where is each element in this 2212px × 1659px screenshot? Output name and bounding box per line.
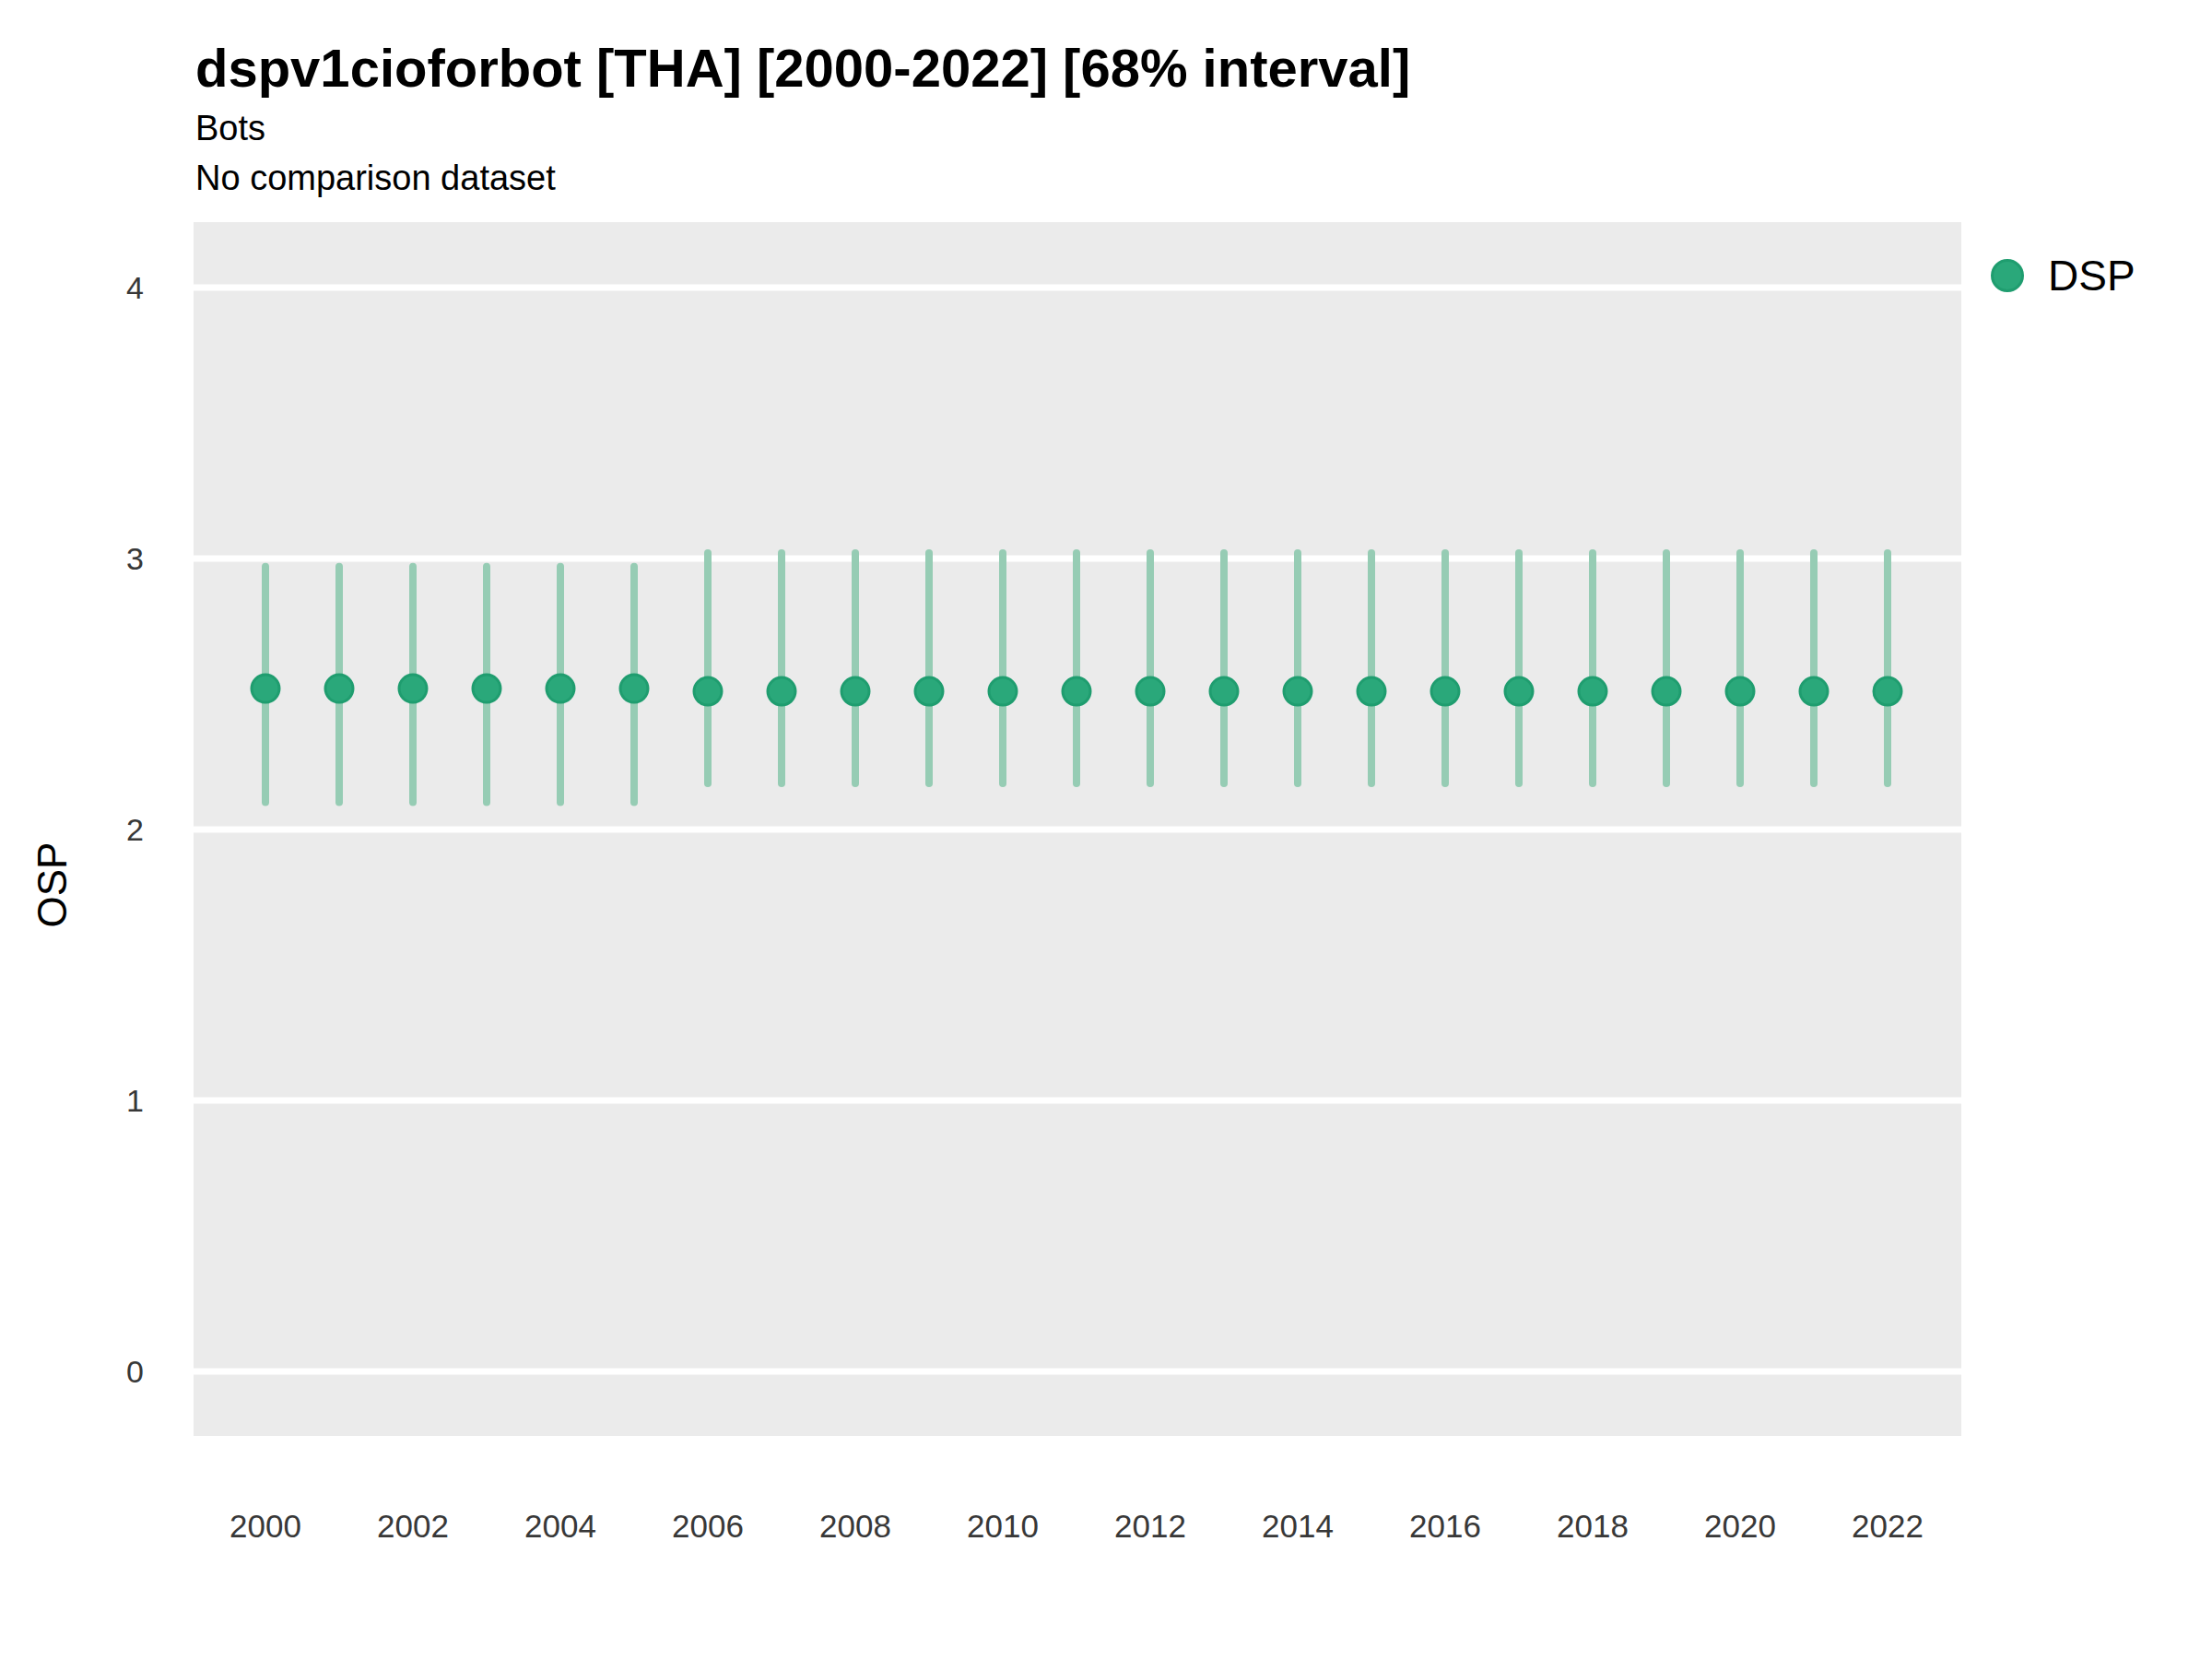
point-2004 <box>547 675 574 702</box>
x-tick-label-2016: 2016 <box>1409 1508 1481 1544</box>
point-2015 <box>1358 677 1385 705</box>
point-2012 <box>1136 677 1164 705</box>
x-tick-label-2004: 2004 <box>524 1508 596 1544</box>
legend-circle-icon <box>1991 259 2024 292</box>
point-2003 <box>473 675 500 702</box>
point-2022 <box>1874 677 1901 705</box>
x-tick-label-2012: 2012 <box>1114 1508 1186 1544</box>
point-2014 <box>1284 677 1312 705</box>
point-2006 <box>694 677 722 705</box>
point-2017 <box>1505 677 1533 705</box>
figure-canvas: 0 1 2 3 4 2000 2002 2004 2006 2008 2010 2012 2014 201… <box>0 0 2212 1659</box>
point-2013 <box>1210 677 1238 705</box>
point-2018 <box>1579 677 1606 705</box>
point-2002 <box>399 675 427 702</box>
x-tick-label-2000: 2000 <box>229 1508 301 1544</box>
y-tick-label-2: 2 <box>126 812 144 847</box>
chart-title: dspv1cioforbot [THA] [2000-2022] [68% in… <box>195 39 1410 98</box>
x-tick-label-2018: 2018 <box>1557 1508 1629 1544</box>
x-tick-label-2020: 2020 <box>1704 1508 1776 1544</box>
point-2007 <box>768 677 795 705</box>
point-2005 <box>620 675 648 702</box>
x-tick-label-2014: 2014 <box>1262 1508 1334 1544</box>
point-2009 <box>915 677 943 705</box>
x-tick-label-2006: 2006 <box>672 1508 744 1544</box>
point-2016 <box>1431 677 1459 705</box>
point-2000 <box>252 675 279 702</box>
point-2001 <box>325 675 353 702</box>
y-axis-title: OSP <box>29 842 76 928</box>
x-tick-label-2022: 2022 <box>1852 1508 1924 1544</box>
point-2008 <box>841 677 869 705</box>
x-tick-label-2010: 2010 <box>967 1508 1039 1544</box>
point-2020 <box>1726 677 1754 705</box>
legend: DSP <box>1991 251 2136 300</box>
legend-label: DSP <box>2048 251 2136 300</box>
comparison-note: No comparison dataset <box>195 159 556 199</box>
x-tick-label-2002: 2002 <box>377 1508 449 1544</box>
x-tick-label-2008: 2008 <box>819 1508 891 1544</box>
chart-svg: 0 1 2 3 4 2000 2002 2004 2006 2008 2010 2012 2014 201… <box>0 0 2212 1659</box>
chart-subtitle: Bots <box>195 109 265 149</box>
y-tick-label-3: 3 <box>126 541 144 576</box>
y-tick-label-1: 1 <box>126 1083 144 1118</box>
point-2019 <box>1653 677 1680 705</box>
point-2021 <box>1800 677 1828 705</box>
y-tick-label-4: 4 <box>126 270 144 305</box>
point-2010 <box>989 677 1017 705</box>
point-2011 <box>1063 677 1090 705</box>
y-tick-label-0: 0 <box>126 1354 144 1389</box>
